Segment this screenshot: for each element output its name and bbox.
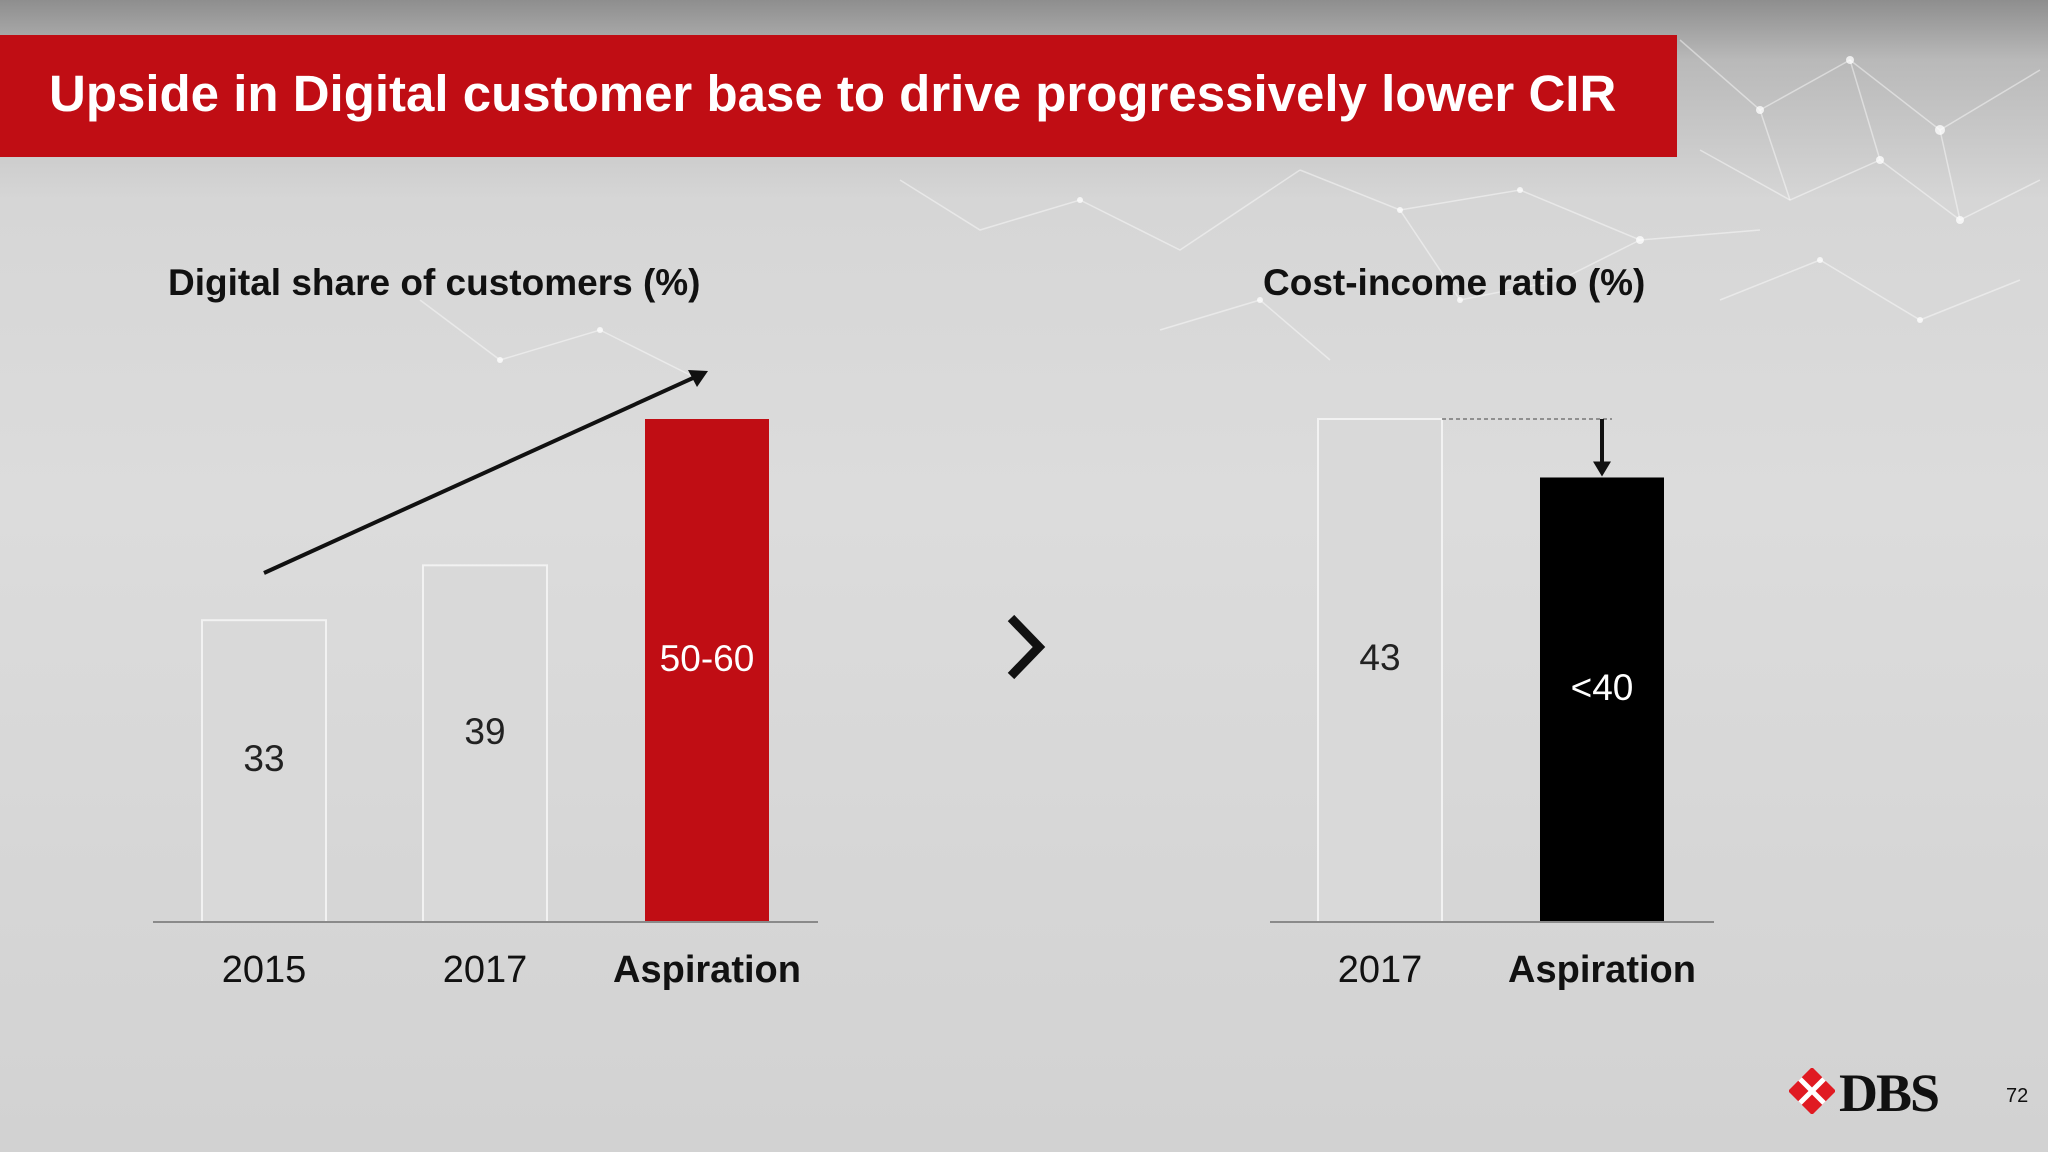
trend-arrowhead (688, 370, 708, 387)
page-title: Upside in Digital customer base to drive… (49, 65, 1617, 122)
bar-0-1 (422, 564, 548, 923)
trend-arrow-line (263, 376, 694, 575)
bar-value-label: 50-60 (660, 638, 755, 679)
title-banner: Upside in Digital customer base to drive… (0, 35, 1677, 157)
bar-0-0 (201, 619, 327, 923)
bar-value-label: 33 (243, 738, 284, 779)
dbs-logo-icon (1789, 1068, 1835, 1114)
page-number: 72 (2006, 1085, 2029, 1107)
bar-value-label: 39 (464, 711, 505, 752)
category-label: 2017 (443, 949, 528, 991)
bar-1-0 (1317, 418, 1443, 923)
dbs-logo-text: DBS (1839, 1063, 1940, 1123)
down-arrowhead (1593, 461, 1611, 477)
bar-value-label: <40 (1571, 667, 1634, 708)
category-label: 2015 (222, 949, 307, 991)
bar-1-1 (1540, 477, 1664, 922)
category-label: Aspiration (1508, 949, 1696, 991)
category-label: Aspiration (613, 949, 801, 991)
chart-title-cost-income: Cost-income ratio (%) (1263, 262, 1646, 303)
chart-title-digital-share: Digital share of customers (%) (168, 262, 701, 303)
bar-value-label: 43 (1359, 637, 1400, 678)
chevron-right-icon (1007, 614, 1046, 680)
category-label: 2017 (1338, 949, 1423, 991)
bar-0-2 (645, 419, 769, 922)
